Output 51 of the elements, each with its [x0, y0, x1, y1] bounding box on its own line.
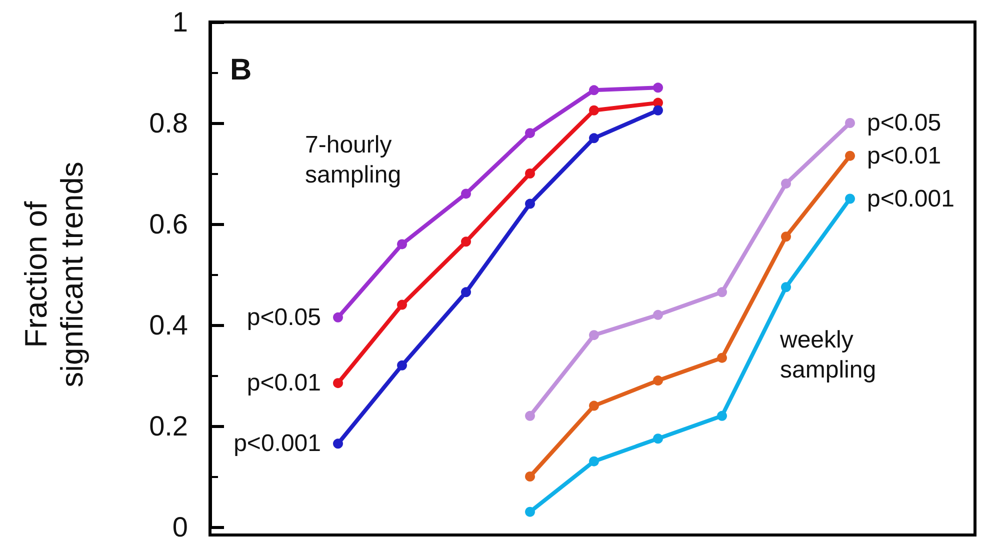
series-label: p<0.001: [867, 185, 954, 212]
point: [781, 282, 791, 292]
y-tick-label: 0.4: [149, 310, 188, 340]
point: [589, 105, 599, 116]
y-tick-label: 0.2: [149, 410, 188, 442]
point: [653, 310, 663, 320]
y-tick-label: 0.6: [149, 208, 188, 240]
point: [653, 434, 663, 444]
point: [461, 287, 471, 298]
point: [525, 198, 535, 209]
point: [525, 128, 535, 138]
series-label: p<0.05: [246, 304, 321, 331]
point: [653, 82, 663, 93]
point: [845, 194, 855, 204]
point: [589, 330, 599, 340]
point: [589, 85, 599, 96]
series-label: p<0.05: [867, 110, 942, 136]
series-label: p<0.01: [246, 370, 321, 397]
y-tick-label: 1: [172, 6, 188, 38]
point: [717, 410, 727, 421]
point: [525, 168, 535, 178]
point: [653, 105, 663, 116]
text: B: [230, 54, 252, 86]
y-tick-label: 0: [172, 512, 188, 541]
point: [525, 506, 535, 517]
point: [781, 232, 791, 242]
point: [781, 178, 791, 189]
point: [717, 287, 727, 298]
point: [653, 376, 663, 386]
point: [397, 239, 407, 250]
point: [589, 400, 599, 411]
point: [333, 378, 343, 388]
point: [589, 456, 599, 466]
point: [397, 360, 407, 370]
y-tick-label: 0.8: [149, 108, 188, 138]
point: [589, 133, 599, 144]
point: [397, 300, 407, 310]
annotation: 7-hourly sampling: [305, 132, 402, 188]
point: [461, 236, 471, 247]
point: [845, 118, 855, 128]
point: [525, 410, 535, 421]
point: [333, 438, 343, 449]
annotation: weekly sampling: [779, 326, 876, 384]
point: [717, 352, 727, 363]
point: [333, 312, 343, 322]
point: [525, 472, 535, 482]
series-label: p<0.001: [234, 430, 321, 458]
point: [461, 188, 471, 199]
series-label: p<0.01: [867, 142, 942, 170]
point: [845, 150, 855, 161]
y-axis-title: Fraction of signficant trends: [18, 162, 90, 388]
